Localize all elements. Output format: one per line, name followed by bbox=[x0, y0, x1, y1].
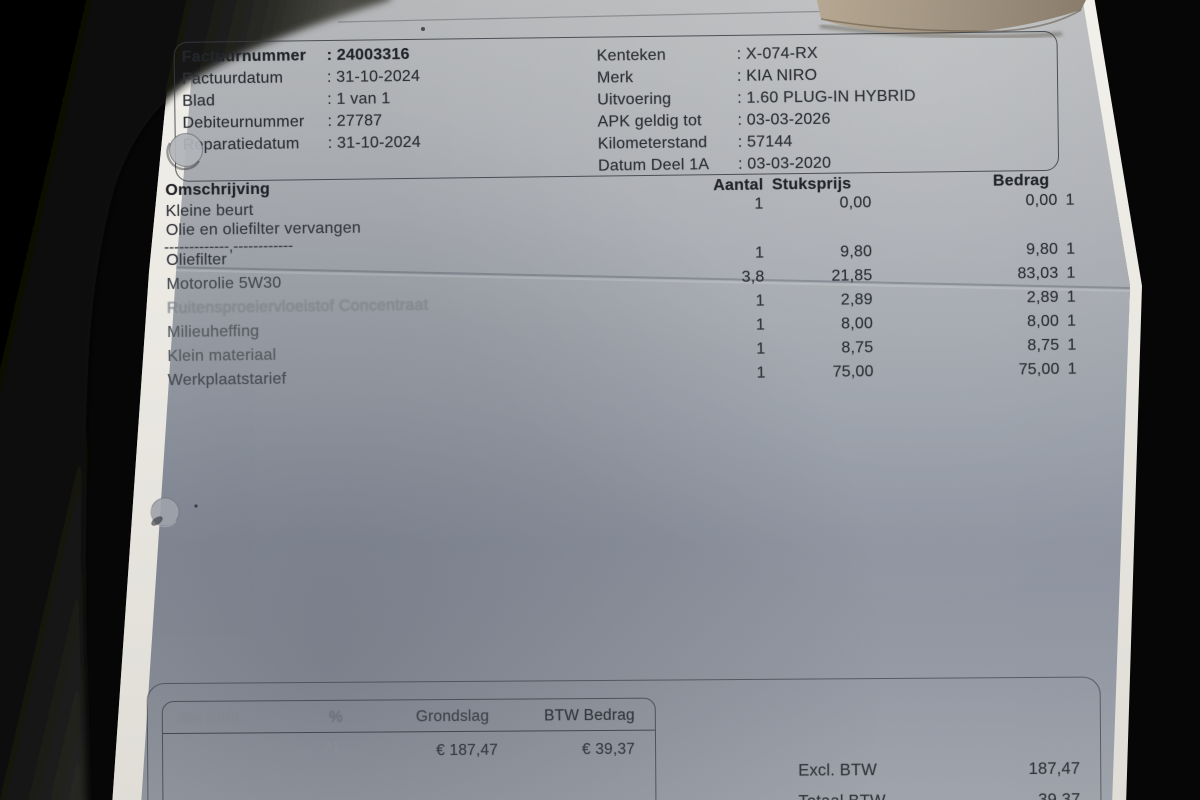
total-excl-btw-value: 187,47 bbox=[1028, 759, 1081, 779]
total-btw-label: Totaal BTW bbox=[798, 792, 885, 800]
btw-row-pct: 21 bbox=[323, 739, 341, 757]
btw-row-grondslag: € 187,47 bbox=[436, 741, 499, 760]
btw-col-pct: % bbox=[328, 708, 343, 726]
btw-summary-box: Btw code % Grondslag BTW Bedrag 21 € 187… bbox=[161, 697, 657, 800]
btw-col-bedrag: BTW Bedrag bbox=[544, 706, 635, 725]
btw-header-rule bbox=[162, 729, 655, 735]
total-excl-btw-label: Excl. BTW bbox=[798, 761, 878, 780]
btw-row-bedrag: € 39,37 bbox=[581, 740, 636, 759]
total-btw-value: 39,37 bbox=[1038, 790, 1081, 800]
btw-col-grondslag: Grondslag bbox=[415, 707, 490, 726]
btw-col-code: Btw code bbox=[175, 709, 242, 727]
